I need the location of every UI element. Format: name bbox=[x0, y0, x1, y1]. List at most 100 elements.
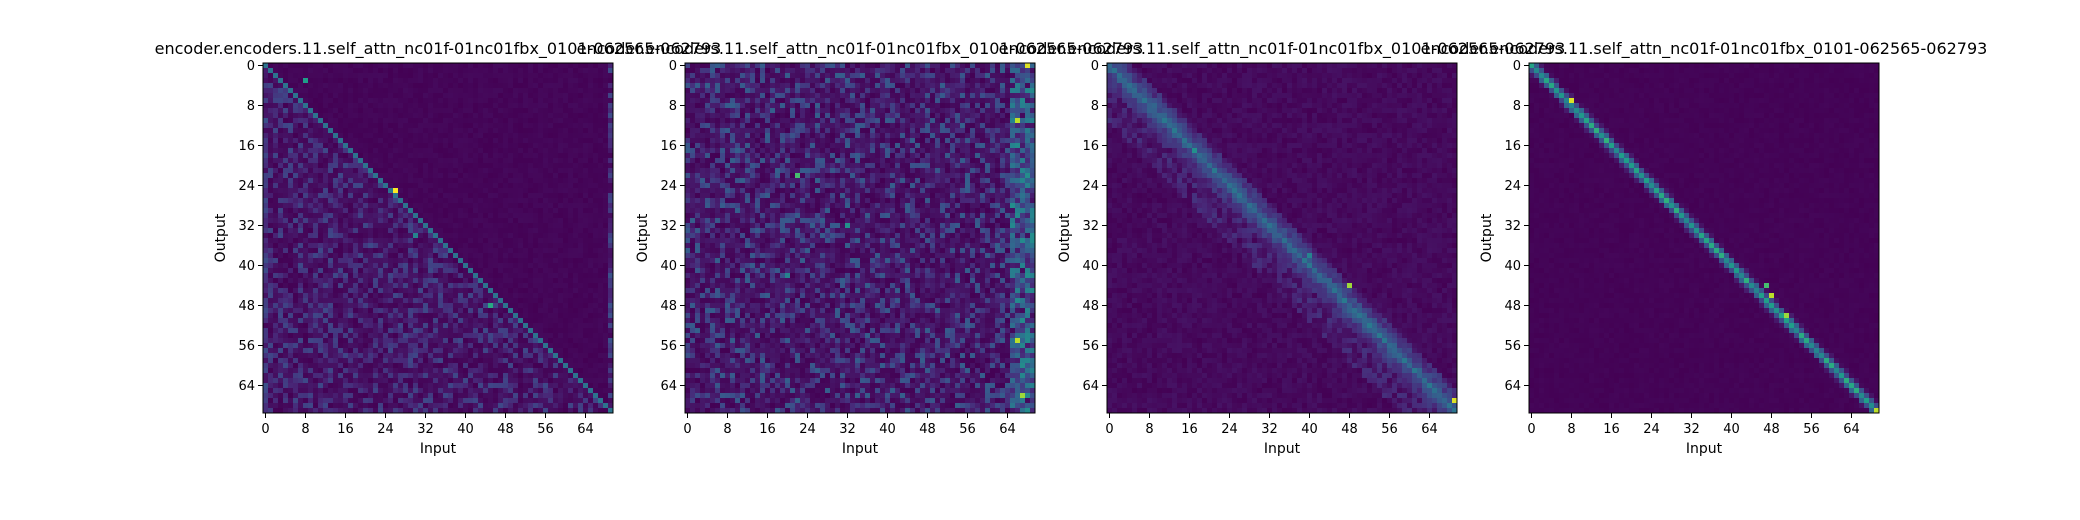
heatmap-cell bbox=[293, 168, 299, 174]
heatmap-cell bbox=[403, 393, 409, 399]
heatmap-cell bbox=[478, 168, 484, 174]
heatmap-cell bbox=[263, 128, 269, 134]
heatmap-cell bbox=[363, 98, 369, 104]
heatmap-cell bbox=[403, 408, 409, 414]
heatmap-cell bbox=[338, 218, 344, 224]
heatmap-cell bbox=[363, 353, 369, 359]
heatmap-cell bbox=[313, 258, 319, 264]
heatmap-cell bbox=[553, 83, 559, 89]
heatmap-cell bbox=[473, 78, 479, 84]
heatmap-cell bbox=[503, 383, 509, 389]
heatmap-cell bbox=[583, 248, 589, 254]
heatmap-cell bbox=[608, 288, 614, 294]
heatmap-cell bbox=[448, 108, 454, 114]
heatmap-cell bbox=[553, 73, 559, 79]
heatmap-cell bbox=[473, 98, 479, 104]
heatmap-cell bbox=[830, 63, 836, 69]
heatmap-cell bbox=[268, 228, 274, 234]
heatmap-cell bbox=[573, 403, 579, 409]
heatmap-cell bbox=[308, 273, 314, 279]
heatmap-cell bbox=[283, 408, 289, 414]
heatmap-cell bbox=[548, 83, 554, 89]
heatmap-cell bbox=[448, 143, 454, 149]
heatmap-cell bbox=[383, 228, 389, 234]
heatmap-cell bbox=[393, 153, 399, 159]
heatmap-cell bbox=[348, 173, 354, 179]
heatmap-cell bbox=[343, 273, 349, 279]
heatmap-cell bbox=[273, 323, 279, 329]
heatmap-cell bbox=[298, 108, 304, 114]
x-tick-label: 48 bbox=[497, 422, 514, 437]
heatmap-cell bbox=[263, 118, 269, 124]
heatmap-cell bbox=[558, 148, 564, 154]
heatmap-cell bbox=[598, 363, 604, 369]
heatmap-cell bbox=[293, 408, 299, 414]
heatmap-cell bbox=[343, 408, 349, 414]
heatmap-cell bbox=[343, 208, 349, 214]
heatmap-cell bbox=[583, 153, 589, 159]
heatmap-cell bbox=[558, 193, 564, 199]
heatmap-cell bbox=[463, 293, 469, 299]
heatmap-cell bbox=[478, 98, 484, 104]
heatmap-cell bbox=[263, 323, 269, 329]
heatmap-cell bbox=[363, 253, 369, 259]
heatmap-cell bbox=[283, 398, 289, 404]
heatmap-cell bbox=[443, 353, 449, 359]
heatmap-cell bbox=[408, 248, 414, 254]
heatmap-cell bbox=[498, 148, 504, 154]
heatmap-cell bbox=[503, 223, 509, 229]
heatmap-cell bbox=[318, 268, 324, 274]
heatmap-cell bbox=[418, 263, 424, 269]
heatmap-cell bbox=[268, 253, 274, 259]
heatmap-cell bbox=[333, 128, 339, 134]
heatmap-cell bbox=[583, 193, 589, 199]
heatmap-cell bbox=[538, 148, 544, 154]
heatmap-cell bbox=[308, 123, 314, 129]
heatmap-cell bbox=[418, 268, 424, 274]
heatmap-cell bbox=[293, 83, 299, 89]
heatmap-cell bbox=[528, 313, 534, 319]
heatmap-cell bbox=[483, 163, 489, 169]
heatmap-cell bbox=[553, 213, 559, 219]
heatmap-cell bbox=[578, 113, 584, 119]
heatmap-cell bbox=[458, 223, 464, 229]
heatmap-cell bbox=[598, 288, 604, 294]
heatmap-cell bbox=[583, 333, 589, 339]
heatmap-cell bbox=[573, 143, 579, 149]
heatmap-cell bbox=[353, 283, 359, 289]
heatmap-cell bbox=[553, 313, 559, 319]
heatmap-cell bbox=[543, 378, 549, 384]
heatmap-cell bbox=[583, 168, 589, 174]
heatmap-cell bbox=[328, 393, 334, 399]
heatmap-cell bbox=[493, 408, 499, 414]
heatmap-cell bbox=[513, 293, 519, 299]
heatmap-cell bbox=[403, 118, 409, 124]
heatmap-cell bbox=[528, 143, 534, 149]
heatmap-cell bbox=[303, 98, 309, 104]
heatmap-cell bbox=[543, 128, 549, 134]
heatmap-cell bbox=[338, 308, 344, 314]
heatmap-cell bbox=[498, 353, 504, 359]
heatmap-cell bbox=[608, 343, 614, 349]
heatmap-cell bbox=[353, 113, 359, 119]
heatmap-cell bbox=[473, 268, 479, 274]
heatmap-cell bbox=[568, 193, 574, 199]
heatmap-cell bbox=[308, 263, 314, 269]
heatmap-cell bbox=[433, 218, 439, 224]
heatmap-cell bbox=[428, 153, 434, 159]
heatmap-cell bbox=[278, 198, 284, 204]
heatmap-cell bbox=[518, 168, 524, 174]
heatmap-cell bbox=[548, 133, 554, 139]
heatmap-cell bbox=[428, 288, 434, 294]
heatmap-cell bbox=[593, 63, 599, 69]
heatmap-cell bbox=[288, 378, 294, 384]
heatmap-cell bbox=[588, 338, 594, 344]
heatmap-cell bbox=[398, 398, 404, 404]
heatmap-cell bbox=[433, 183, 439, 189]
heatmap-cell bbox=[438, 113, 444, 119]
heatmap-cell bbox=[608, 383, 614, 389]
heatmap-cell bbox=[288, 183, 294, 189]
heatmap-cell bbox=[368, 218, 374, 224]
heatmap-cell bbox=[378, 213, 384, 219]
heatmap-cell bbox=[278, 78, 284, 84]
